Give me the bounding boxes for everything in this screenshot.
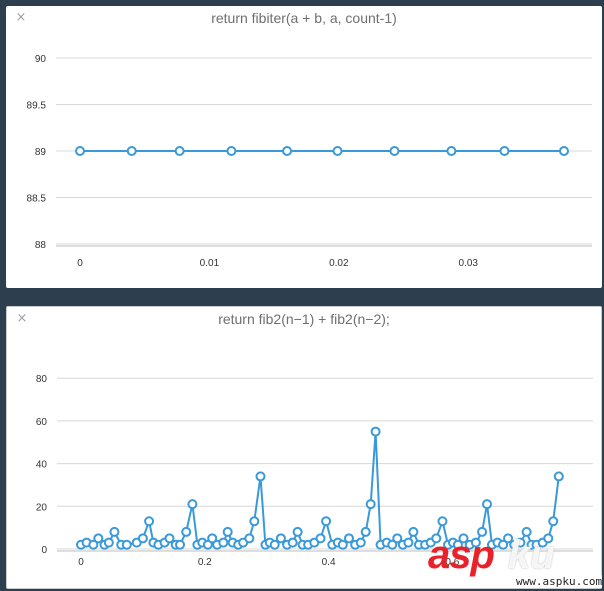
x-tick-label: 0.6 <box>445 557 459 568</box>
data-point[interactable] <box>392 533 403 544</box>
line-chart-fib2: 0 20 40 60 80 0 0.2 0.4 0.6 <box>36 374 593 568</box>
data-point[interactable] <box>355 537 366 548</box>
data-point[interactable] <box>109 526 120 537</box>
data-point[interactable] <box>174 146 185 156</box>
data-point[interactable] <box>249 516 260 527</box>
data-point[interactable] <box>337 539 348 550</box>
data-point[interactable] <box>498 539 509 550</box>
data-point[interactable] <box>88 539 99 550</box>
data-point[interactable] <box>181 526 192 537</box>
y-tick-label: 60 <box>36 417 48 428</box>
data-point[interactable] <box>269 539 280 550</box>
data-point[interactable] <box>103 537 114 548</box>
data-point[interactable] <box>126 146 137 156</box>
data-point[interactable] <box>389 146 400 156</box>
y-tick-label: 89 <box>35 147 47 158</box>
chart-panel-fibiter: × return fibiter(a + b, a, count-1) 88 88… <box>6 6 602 288</box>
data-point[interactable] <box>222 526 233 537</box>
y-tick-label: 89.5 <box>27 101 47 112</box>
x-tick-label: 0 <box>78 557 84 568</box>
data-point[interactable] <box>470 537 481 548</box>
x-tick-label: 0.01 <box>200 258 220 269</box>
data-point[interactable] <box>187 499 198 510</box>
data-point[interactable] <box>482 499 493 510</box>
close-icon[interactable]: × <box>16 311 28 326</box>
data-point[interactable] <box>452 539 463 550</box>
data-point[interactable] <box>164 533 175 544</box>
close-icon[interactable]: × <box>15 10 27 25</box>
chart-title: return fib2(n−1) + fib2(n−2); <box>218 311 390 327</box>
chart-title: return fibiter(a + b, a, count-1) <box>211 10 397 26</box>
data-point[interactable] <box>437 516 448 527</box>
data-point[interactable] <box>499 146 510 156</box>
x-tick-label: 0 <box>77 258 83 269</box>
data-point[interactable] <box>321 516 332 527</box>
data-point[interactable] <box>218 537 229 548</box>
data-point[interactable] <box>343 533 354 544</box>
x-tick-label: 0.03 <box>459 258 479 269</box>
data-point[interactable] <box>360 526 371 537</box>
watermark-logo: asp ku www.aspku.com <box>424 531 604 591</box>
watermark-url: www.aspku.com <box>516 575 603 588</box>
data-point[interactable] <box>548 516 559 527</box>
data-point[interactable] <box>553 471 564 482</box>
y-tick-label: 88.5 <box>27 194 47 205</box>
data-point[interactable] <box>408 526 419 537</box>
y-tick-label: 20 <box>36 502 48 513</box>
data-point[interactable] <box>93 533 104 544</box>
data-point[interactable] <box>144 516 155 527</box>
data-point[interactable] <box>387 539 398 550</box>
x-tick-label: 0.02 <box>329 258 349 269</box>
x-tick-label: 0.4 <box>322 557 336 568</box>
data-point[interactable] <box>515 537 526 548</box>
data-point[interactable] <box>315 533 326 544</box>
data-point[interactable] <box>365 499 376 510</box>
data-point[interactable] <box>287 537 298 548</box>
line-chart-fibiter: 88 88.5 89 89.5 90 0 0.01 0.02 0.03 <box>27 54 592 269</box>
data-point[interactable] <box>521 526 532 537</box>
data-point[interactable] <box>370 426 381 437</box>
data-point[interactable] <box>175 539 186 550</box>
data-point[interactable] <box>403 537 414 548</box>
y-tick-label: 40 <box>36 460 48 471</box>
data-point[interactable] <box>458 533 469 544</box>
y-tick-label: 0 <box>41 545 47 556</box>
watermark-brand-red: asp <box>428 533 495 577</box>
data-point[interactable] <box>292 526 303 537</box>
data-point[interactable] <box>477 526 488 537</box>
x-tick-label: 0.2 <box>198 557 212 568</box>
series-line <box>80 431 560 547</box>
data-point[interactable] <box>121 539 132 550</box>
watermark-brand-white: ku <box>508 533 555 577</box>
data-point[interactable] <box>503 533 514 544</box>
data-point[interactable] <box>244 533 255 544</box>
data-point[interactable] <box>207 533 218 544</box>
data-point[interactable] <box>75 146 85 156</box>
data-point[interactable] <box>543 533 554 544</box>
y-tick-label: 88 <box>35 240 47 251</box>
y-tick-label: 80 <box>36 374 48 385</box>
data-point[interactable] <box>255 471 266 482</box>
y-tick-label: 90 <box>35 54 47 65</box>
data-point[interactable] <box>226 146 237 156</box>
data-point[interactable] <box>332 146 343 156</box>
data-point[interactable] <box>446 146 457 156</box>
data-point[interactable] <box>559 146 569 156</box>
data-point[interactable] <box>137 533 148 544</box>
data-point[interactable] <box>275 533 286 544</box>
data-point[interactable] <box>431 533 442 544</box>
chart-panel-fib2: × return fib2(n−1) + fib2(n−2); 0 20 40 60 8… <box>6 306 602 589</box>
data-point[interactable] <box>282 146 293 156</box>
